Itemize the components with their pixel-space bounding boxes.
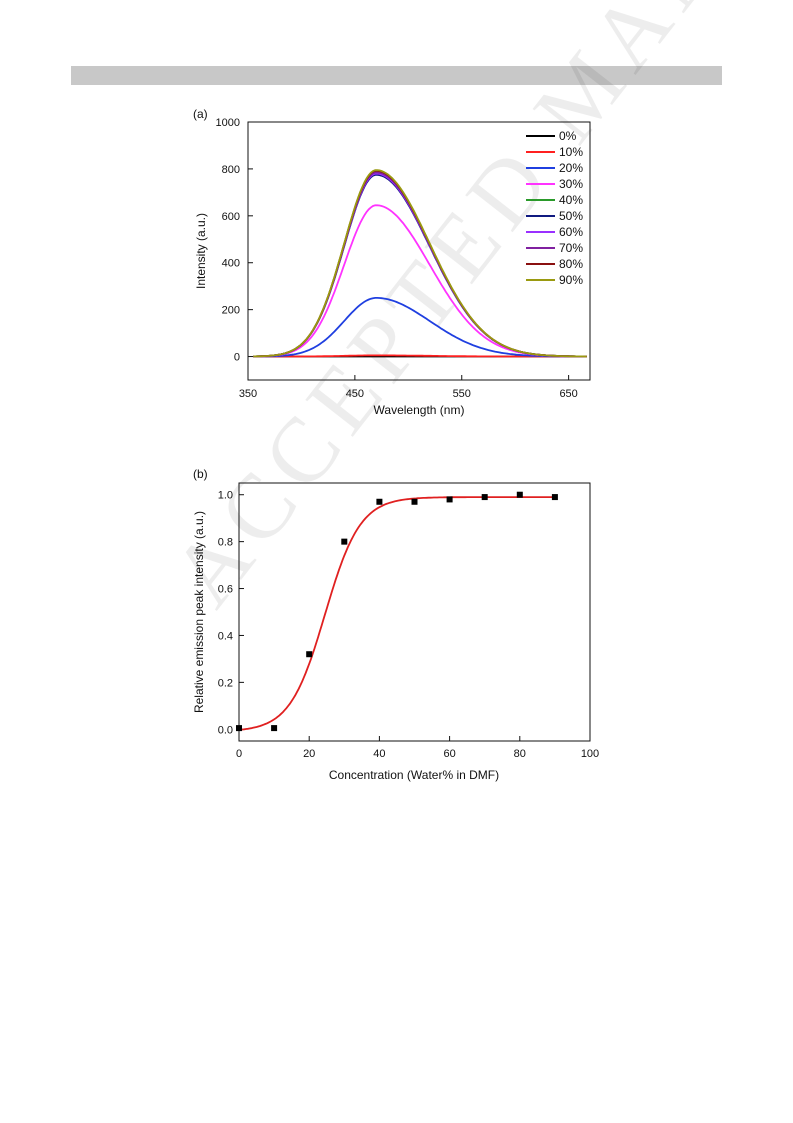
- chart-a-legend-label: 40%: [559, 193, 583, 207]
- chart-b-x-tick-label: 60: [443, 748, 455, 760]
- chart-b-panel-label: (b): [193, 467, 208, 481]
- chart-a-series-line: [253, 297, 587, 358]
- chart-b-data-point: [551, 494, 558, 501]
- chart-a-legend-label: 80%: [559, 257, 583, 271]
- chart-b-data-point: [411, 498, 418, 505]
- chart-a-x-tick-label: 550: [453, 388, 471, 400]
- chart-a-x-ticks: 350 450 550 650: [239, 375, 578, 400]
- chart-b-y-tick-label: 0.8: [218, 537, 233, 549]
- chart-b-y-tick-label: 0.0: [218, 724, 233, 736]
- chart-b-data-point: [236, 725, 242, 732]
- chart-b-x-tick-label: 100: [581, 748, 599, 760]
- chart-b-data-point: [446, 496, 453, 503]
- chart-a-y-tick-label: 600: [222, 211, 240, 223]
- chart-a-legend-label: 50%: [559, 209, 583, 223]
- chart-b-x-tick-label: 80: [514, 748, 526, 760]
- chart-b: (b) 0 20 40 60 80 100 0.0 0.2 0.4 0.6 0.8 1.0 Conc…: [192, 467, 599, 782]
- header-bar: [71, 66, 722, 85]
- chart-b-data-point: [376, 498, 383, 505]
- chart-b-frame: [238, 482, 591, 742]
- chart-a-curves: [253, 169, 587, 358]
- chart-b-y-tick-label: 0.4: [218, 630, 233, 642]
- chart-a-legend-label: 60%: [559, 225, 583, 239]
- chart-a-series-line: [253, 169, 587, 358]
- chart-b-y-tick-label: 0.2: [218, 677, 233, 689]
- chart-b-x-tick-label: 0: [236, 748, 242, 760]
- chart-a-y-label: Intensity (a.u.): [194, 213, 208, 289]
- chart-b-points: [236, 491, 558, 732]
- chart-b-x-label: Concentration (Water% in DMF): [329, 768, 499, 782]
- chart-b-y-tick-label: 0.6: [218, 584, 233, 596]
- chart-a-legend-label: 90%: [559, 273, 583, 287]
- chart-a-series-line: [253, 173, 587, 358]
- chart-a-x-tick-label: 650: [559, 388, 577, 400]
- chart-a-y-tick-label: 0: [234, 352, 240, 364]
- chart-b-y-tick-label: 1.0: [218, 490, 233, 502]
- chart-b-x-tick-label: 20: [303, 748, 315, 760]
- chart-b-data-point: [481, 494, 488, 501]
- chart-b-data-point: [306, 651, 313, 658]
- chart-b-fit-line: [238, 496, 555, 731]
- chart-a-x-tick-label: 450: [346, 388, 364, 400]
- chart-a-series-line: [253, 172, 587, 358]
- chart-b-data-point: [341, 538, 348, 545]
- chart-a-legend-label: 10%: [559, 145, 583, 159]
- chart-a-legend-label: 20%: [559, 161, 583, 175]
- chart-a: (a) 350 450 550 650 0 200 400 600 800 1000 0% 10%…: [193, 107, 591, 417]
- chart-b-data-point: [516, 491, 523, 498]
- chart-a-y-ticks: 0 200 400 600 800 1000: [216, 117, 253, 364]
- chart-a-legend-label: 70%: [559, 241, 583, 255]
- chart-a-x-tick-label: 350: [239, 388, 257, 400]
- chart-b-fit: [238, 496, 555, 731]
- chart-b-y-ticks: 0.0 0.2 0.4 0.6 0.8 1.0: [218, 490, 244, 736]
- chart-b-data-point: [271, 725, 278, 732]
- chart-a-y-tick-label: 1000: [216, 117, 240, 129]
- chart-a-frame: [247, 121, 591, 381]
- chart-b-x-tick-label: 40: [373, 748, 385, 760]
- chart-a-y-tick-label: 800: [222, 164, 240, 176]
- chart-b-y-label: Relative emission peak intensity (a.u.): [192, 511, 206, 713]
- chart-a-panel-label: (a): [193, 107, 208, 121]
- chart-a-x-label: Wavelength (nm): [374, 403, 465, 417]
- chart-a-y-tick-label: 200: [222, 305, 240, 317]
- chart-b-x-ticks: 0 20 40 60 80 100: [236, 736, 599, 760]
- chart-a-legend-label: 30%: [559, 177, 583, 191]
- chart-a-legend: 0% 10% 20% 30% 40% 50% 60% 70% 80% 90%: [526, 129, 583, 287]
- chart-a-y-tick-label: 400: [222, 258, 240, 270]
- chart-a-legend-label: 0%: [559, 129, 577, 143]
